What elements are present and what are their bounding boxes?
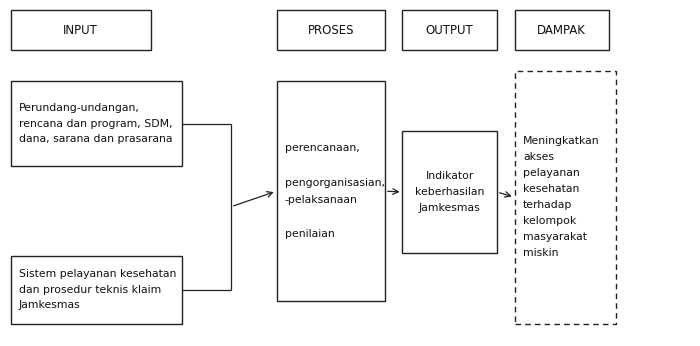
FancyBboxPatch shape (10, 81, 182, 166)
Text: INPUT: INPUT (63, 24, 98, 37)
FancyBboxPatch shape (10, 10, 150, 50)
Text: OUTPUT: OUTPUT (426, 24, 474, 37)
Text: Meningkatkan
akses
pelayanan
kesehatan
terhadap
kelompok
masyarakat
miskin: Meningkatkan akses pelayanan kesehatan t… (523, 136, 599, 258)
FancyBboxPatch shape (402, 10, 497, 50)
FancyBboxPatch shape (514, 71, 616, 324)
Text: Perundang-undangan,
rencana dan program, SDM,
dana, sarana dan prasarana: Perundang-undangan, rencana dan program,… (19, 103, 172, 144)
Text: Indikator
keberhasilan
Jamkesmas: Indikator keberhasilan Jamkesmas (415, 171, 484, 213)
Text: DAMPAK: DAMPAK (538, 24, 586, 37)
Text: perencanaan,

pengorganisasian,
-pelaksanaan

penilaian: perencanaan, pengorganisasian, -pelaksan… (285, 143, 385, 239)
FancyBboxPatch shape (514, 10, 609, 50)
FancyBboxPatch shape (276, 81, 385, 301)
FancyBboxPatch shape (402, 131, 497, 253)
FancyBboxPatch shape (276, 10, 385, 50)
Text: PROSES: PROSES (307, 24, 354, 37)
FancyBboxPatch shape (10, 256, 182, 324)
Text: Sistem pelayanan kesehatan
dan prosedur teknis klaim
Jamkesmas: Sistem pelayanan kesehatan dan prosedur … (19, 269, 176, 310)
